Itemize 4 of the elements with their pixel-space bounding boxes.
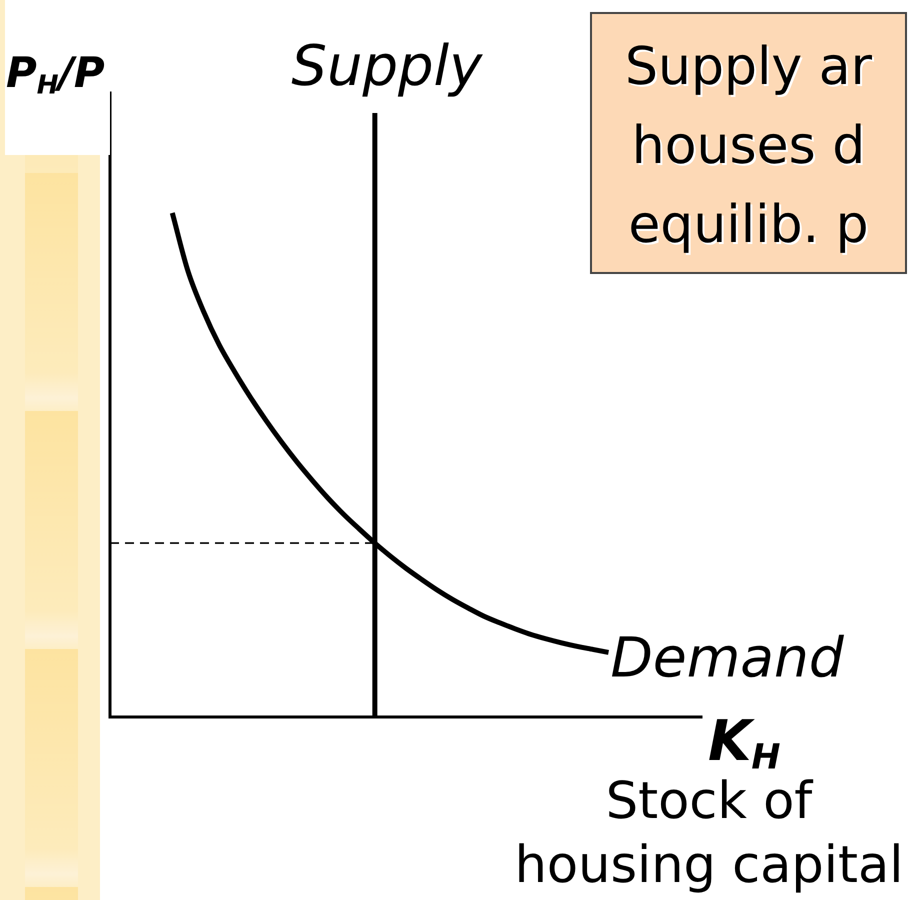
- y-axis-title: P$_{H}$/P: [6, 48, 105, 100]
- text: Supply: [291, 34, 484, 99]
- series-label: Demand: [610, 625, 845, 690]
- annotation: Supply ar houses d equilib. p: [624, 36, 873, 257]
